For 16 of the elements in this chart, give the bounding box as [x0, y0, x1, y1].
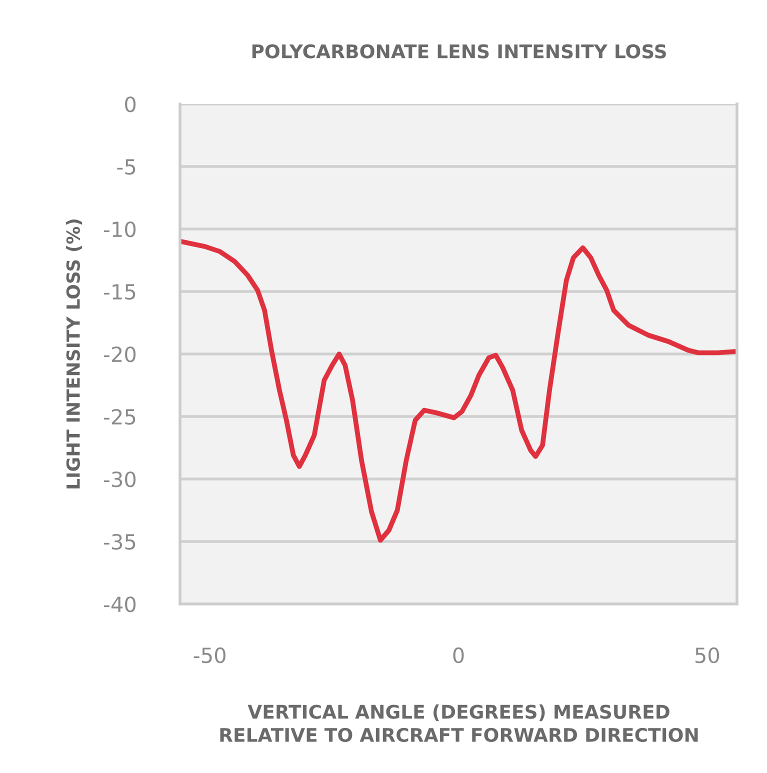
- x-tick-label: 50: [696, 647, 720, 664]
- x-axis-title: VERTICAL ANGLE (DEGREES) MEASURED RELATIVE TO AIRCRAFT FORWARD DIRECTION: [220, 704, 698, 742]
- y-tick-label: -20: [104, 346, 136, 362]
- y-tick-label: 0: [125, 96, 136, 112]
- y-tick-label: -35: [104, 534, 136, 550]
- y-tick-label: -40: [104, 596, 136, 612]
- y-tick-label: -25: [104, 408, 136, 425]
- x-tick-label: -50: [194, 647, 226, 664]
- line-series: [180, 239, 737, 543]
- y-axis-title: LIGHT INTENSITY LOSS (%): [66, 220, 82, 488]
- chart-title: POLYCARBONATE LENS INTENSITY LOSS: [252, 44, 666, 58]
- x-tick-label: 0: [453, 647, 464, 664]
- y-tick-label: -30: [104, 471, 136, 488]
- y-tick-label: -15: [104, 284, 136, 300]
- y-tick-label: -10: [104, 221, 136, 238]
- y-tick-label: -5: [117, 159, 136, 175]
